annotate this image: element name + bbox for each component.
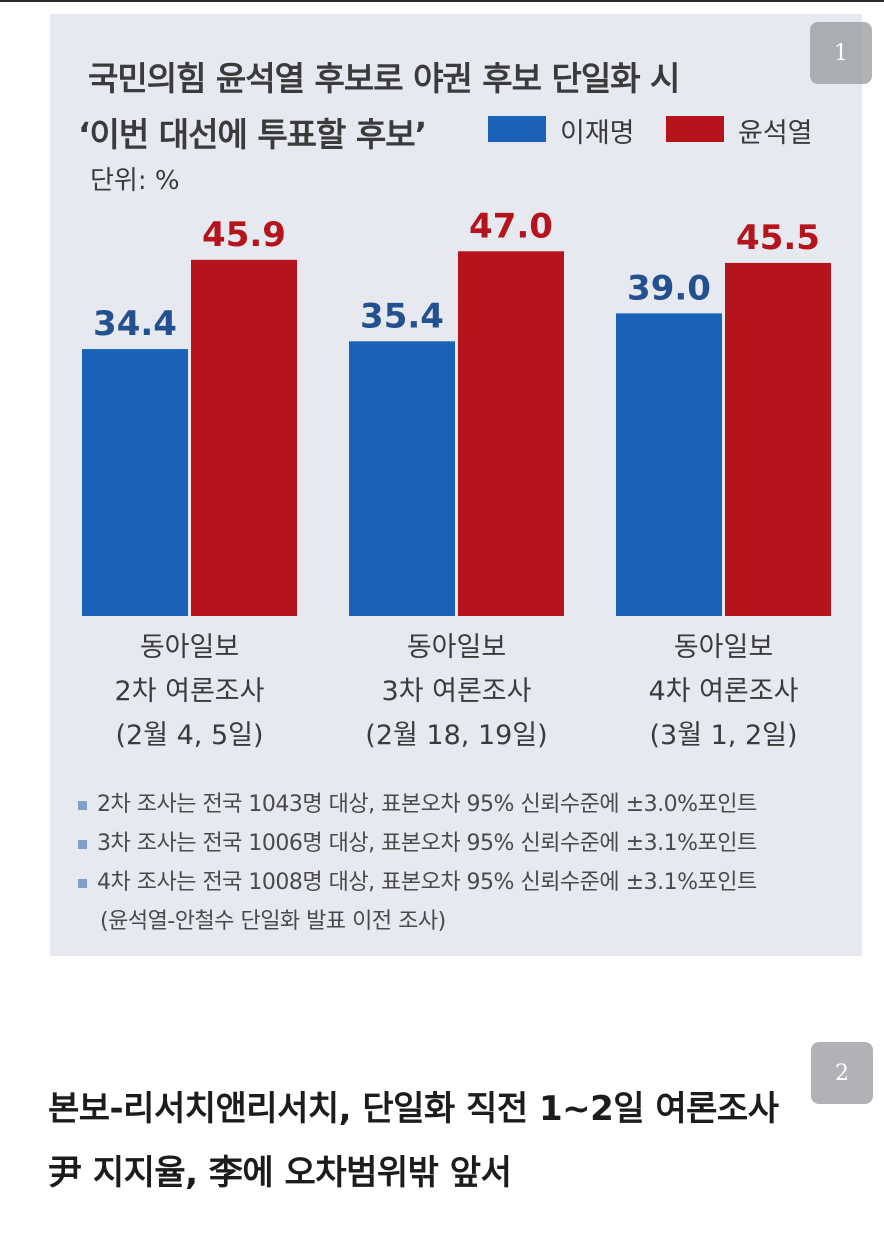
note-bullet — [78, 878, 87, 888]
note-bullet — [78, 839, 87, 849]
survey-note-3-text: 4차 조사는 전국 1008명 대상, 표본오차 95% 신뢰수준에 ±3.1%… — [97, 870, 757, 895]
category-label-2-line-2: 3차 여론조사 — [382, 676, 532, 707]
bar-yoon-2 — [458, 251, 564, 616]
category-label-3-line-3: (3월 1, 2일) — [649, 720, 797, 751]
legend-label-lee: 이재명 — [560, 118, 635, 149]
note-bullet — [78, 800, 87, 810]
bar-lee-3 — [616, 313, 722, 616]
survey-note-1: 2차 조사는 전국 1043명 대상, 표본오차 95% 신뢰수준에 ±3.0%… — [78, 786, 757, 818]
survey-note-2: 3차 조사는 전국 1006명 대상, 표본오차 95% 신뢰수준에 ±3.1%… — [78, 825, 757, 857]
top-divider — [0, 0, 884, 2]
page-badge-2: 2 — [811, 1042, 873, 1104]
data-label-yoon-1: 45.9 — [202, 215, 286, 255]
bar-lee-1 — [82, 349, 188, 616]
category-label-1-line-3: (2월 4, 5일) — [115, 720, 263, 751]
bar-lee-2 — [349, 341, 455, 616]
survey-note-2-text: 3차 조사는 전국 1006명 대상, 표본오차 95% 신뢰수준에 ±3.1%… — [97, 831, 757, 856]
data-label-lee-2: 35.4 — [360, 296, 444, 336]
legend-swatch-yoon — [666, 116, 724, 142]
article-subheadline: 尹 지지율, 李에 오차범위밖 앞서 — [48, 1153, 512, 1193]
category-label-2-line-3: (2월 18, 19일) — [365, 720, 547, 751]
chart-title-line-1: 국민의힘 윤석열 후보로 야권 후보 단일화 시 — [88, 59, 680, 98]
data-label-yoon-2: 47.0 — [469, 206, 553, 246]
survey-note-continuation: (윤석열-안철수 단일화 발표 이전 조사) — [100, 909, 446, 934]
category-label-1-line-1: 동아일보 — [140, 632, 239, 663]
data-label-yoon-3: 45.5 — [736, 218, 820, 258]
chart-title-line-2: ‘이번 대선에 투표할 후보’ — [78, 115, 427, 154]
survey-note-3: 4차 조사는 전국 1008명 대상, 표본오차 95% 신뢰수준에 ±3.1%… — [78, 864, 757, 896]
category-label-1-line-2: 2차 여론조사 — [115, 676, 265, 707]
category-label-3-line-2: 4차 여론조사 — [649, 676, 799, 707]
data-label-lee-3: 39.0 — [627, 268, 711, 308]
page-badge-1: 1 — [810, 22, 872, 84]
bar-chart: 34.4 45.9 동아일보 2차 여론조사 (2월 4, 5일) 35.4 47.0 동아일… — [82, 206, 831, 751]
legend-swatch-lee — [488, 116, 546, 142]
legend-label-yoon: 윤석열 — [738, 118, 813, 149]
unit-label: 단위: % — [90, 166, 180, 196]
category-label-3-line-1: 동아일보 — [674, 632, 773, 663]
article-headline: 본보-리서치앤리서치, 단일화 직전 1~2일 여론조사 — [48, 1089, 779, 1129]
category-label-2-line-1: 동아일보 — [407, 632, 506, 663]
bar-yoon-1 — [191, 259, 297, 616]
survey-note-1-text: 2차 조사는 전국 1043명 대상, 표본오차 95% 신뢰수준에 ±3.0%… — [97, 792, 757, 817]
bar-yoon-3 — [725, 262, 831, 616]
data-label-lee-1: 34.4 — [93, 304, 177, 344]
